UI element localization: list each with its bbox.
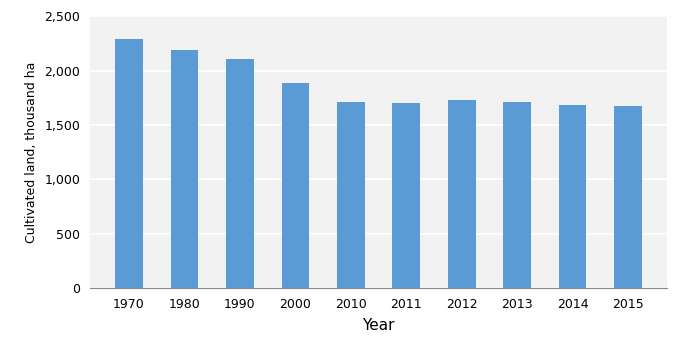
Bar	[393, 103, 420, 288]
Bar	[503, 102, 531, 288]
Bar	[337, 102, 365, 288]
X-axis label: Year: Year	[362, 318, 395, 333]
Bar	[226, 59, 254, 288]
Y-axis label: Cultivated land, thousand ha: Cultivated land, thousand ha	[24, 62, 38, 243]
Bar	[559, 105, 586, 288]
Bar	[171, 50, 199, 288]
Bar	[115, 39, 143, 288]
Bar	[448, 100, 475, 288]
Bar	[614, 106, 642, 288]
Bar	[281, 83, 309, 288]
